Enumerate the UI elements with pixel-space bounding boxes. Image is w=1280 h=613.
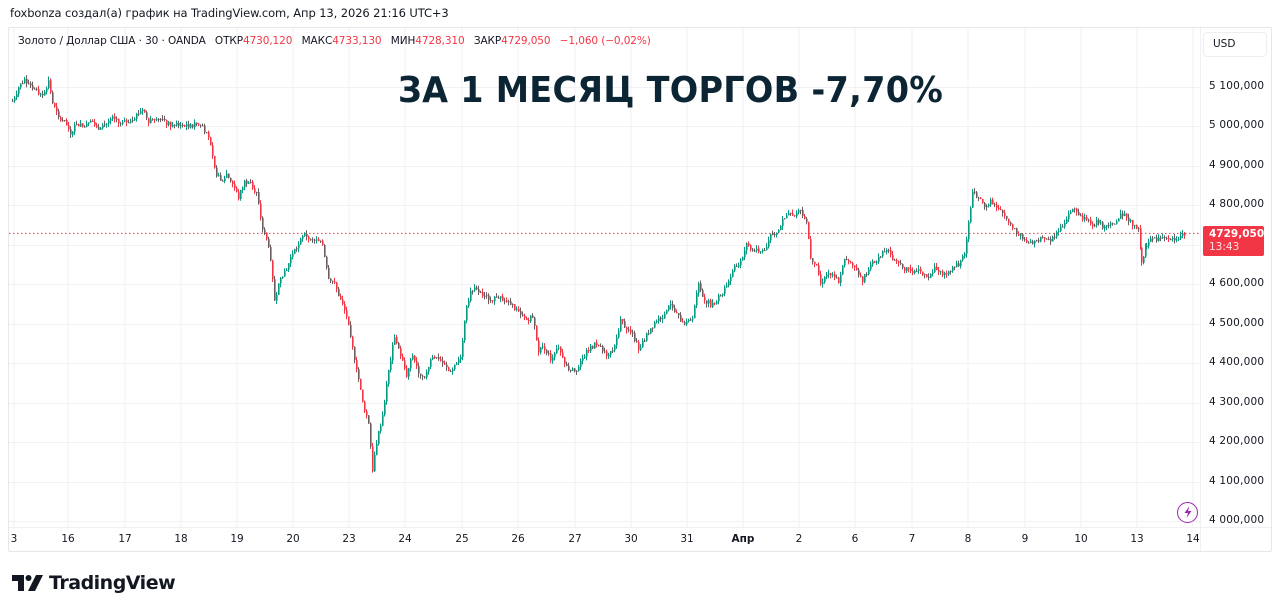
price-axis-label: 4 600,000 [1209,277,1265,290]
alert-lightning-icon[interactable] [1177,502,1198,523]
time-axis-label: 6 [851,533,859,545]
time-axis-label: 23 [342,533,356,545]
symbol-legend: Золото / Доллар США · 30 · OANDA ОТКР473… [18,35,651,47]
time-axis-label: 8 [964,533,972,545]
time-axis-label: 14 [1186,533,1200,545]
price-axis-label: 4 200,000 [1209,435,1265,448]
symbol-name[interactable]: Золото / Доллар США · 30 · OANDA [18,35,206,47]
time-axis-label: 30 [624,533,638,545]
price-axis-label: 5 000,000 [1209,119,1265,132]
currency-button[interactable]: USD [1203,32,1267,57]
low-label: МИН [390,35,416,47]
lightning-icon [1184,506,1191,518]
time-axis-label: 2 [795,533,803,545]
change-value: −1,060 (−0,02%) [559,35,651,47]
time-axis-label: 7 [908,533,916,545]
time-axis-label: 9 [1021,533,1029,545]
high-value: 4733,130 [332,35,382,47]
chart-frame [8,27,1272,552]
close-label: ЗАКР [473,35,502,47]
chart-caption: foxbonza создал(а) график на TradingView… [10,6,449,20]
time-axis-label: 17 [118,533,132,545]
time-axis-label: 18 [174,533,188,545]
open-label: ОТКР [214,35,243,47]
tradingview-logo[interactable]: TradingView [12,571,176,595]
time-axis-label: Апр [731,533,755,545]
time-axis-label: 10 [1074,533,1088,545]
tradingview-logo-icon [12,575,43,591]
time-axis-label: 27 [568,533,582,545]
high-label: МАКС [301,35,333,47]
open-value: 4730,120 [243,35,293,47]
time-axis-label: 16 [61,533,75,545]
price-axis-label: 4 400,000 [1209,356,1265,369]
low-value: 4728,310 [415,35,465,47]
time-axis-label: 24 [398,533,412,545]
price-axis-label: 5 100,000 [1209,80,1265,92]
time-axis-label: 25 [455,533,469,545]
price-axis-label: 4 500,000 [1209,316,1265,329]
price-axis-label: 4 300,000 [1209,395,1265,408]
price-axis-label: 4 800,000 [1209,198,1265,211]
price-axis-label: 4 100,000 [1209,474,1265,487]
last-price-value: 4729,050 [1209,228,1265,240]
time-axis-label: 19 [230,533,244,545]
price-axis-label: 4 000,000 [1209,513,1265,526]
time-axis-label: 13 [1130,533,1144,545]
time-axis-label: 31 [680,533,694,545]
last-price-tag: 4729,050 13:43 [1203,226,1264,256]
time-axis-label: 26 [511,533,525,545]
headline-annotation: ЗА 1 МЕСЯЦ ТОРГОВ -7,70% [398,70,944,111]
bar-countdown: 13:43 [1209,241,1240,253]
time-axis-label: 3 [10,533,18,545]
close-value: 4729,050 [501,35,551,47]
tradingview-wordmark: TradingView [49,572,176,594]
time-axis-label: 20 [286,533,300,545]
price-axis-label: 4 900,000 [1209,158,1265,171]
